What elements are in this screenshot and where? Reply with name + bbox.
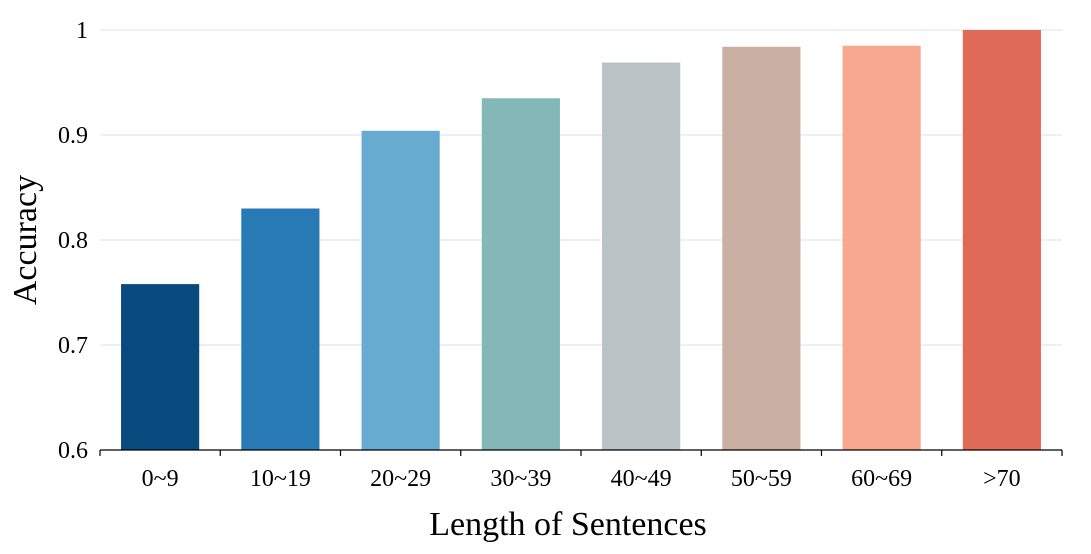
y-tick-label: 1	[76, 18, 88, 44]
x-axis-title: Length of Sentences	[429, 506, 707, 543]
y-tick-label: 0.7	[58, 333, 88, 359]
bar	[602, 62, 681, 451]
x-tick-label: 0~9	[142, 466, 179, 492]
y-tick-label: 0.8	[58, 228, 88, 254]
x-tick-label: 50~59	[731, 466, 792, 492]
x-tick-label: 60~69	[851, 466, 912, 492]
y-tick-label: 0.9	[58, 123, 88, 149]
y-tick-label: 0.6	[58, 438, 88, 464]
x-tick-label: 10~19	[250, 466, 311, 492]
bar	[241, 208, 320, 450]
bar	[722, 46, 801, 451]
x-tick-labels: 0~9 10~19 20~29 30~39 40~49 50~59 60~69 >70	[142, 450, 1063, 492]
x-tick-label: 20~29	[370, 466, 431, 492]
x-tick-label: 30~39	[490, 466, 551, 492]
bar	[962, 30, 1041, 450]
bars	[121, 30, 1041, 451]
x-tick-label: 40~49	[611, 466, 672, 492]
y-axis-title: Accuracy	[7, 175, 44, 305]
bar	[481, 98, 560, 450]
bar	[842, 45, 921, 450]
bar	[121, 284, 200, 450]
x-tick-label: >70	[983, 466, 1021, 492]
bar	[361, 130, 440, 451]
y-tick-labels: 0.6 0.7 0.8 0.9 1	[58, 18, 88, 464]
